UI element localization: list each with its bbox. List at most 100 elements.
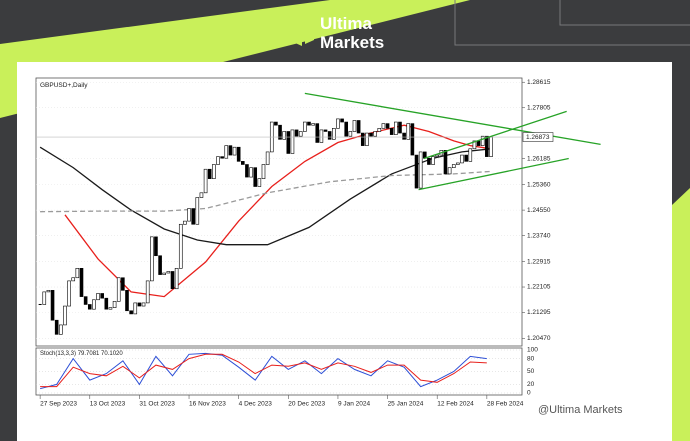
candle	[92, 299, 96, 310]
price-box	[522, 132, 554, 142]
trendline	[423, 110, 567, 160]
candle	[348, 131, 353, 137]
candle	[265, 151, 270, 165]
candle	[398, 121, 402, 134]
chart-layer: 1.28615 1.27805 1.26185 1.25360 1.24550 1.237…	[36, 79, 601, 408]
candle	[228, 145, 233, 156]
x-tick-label: 4 Dec 2023	[239, 401, 273, 408]
candle	[344, 121, 349, 137]
candle	[294, 129, 299, 137]
x-tick-label: 9 Jan 2024	[338, 401, 371, 408]
stoch-title: Stoch(13,3,3) 79.7081 70.1020	[40, 351, 123, 357]
y-tick-label: 1.22915	[527, 258, 551, 265]
price-plot	[36, 81, 522, 339]
candle	[71, 277, 76, 282]
candle	[141, 302, 146, 307]
candle	[145, 280, 150, 304]
candle	[464, 154, 468, 162]
candle	[311, 123, 315, 126]
candle	[489, 136, 493, 157]
candle	[352, 120, 357, 132]
x-tick-label: 16 Nov 2023	[189, 401, 226, 408]
x-tick-label: 27 Sep 2023	[40, 401, 77, 408]
y-tick-label: 1.21295	[527, 309, 551, 316]
candle	[112, 301, 117, 308]
candle	[365, 132, 369, 146]
candle	[303, 121, 307, 132]
stoch-tick-label: 100	[527, 347, 538, 354]
candle	[178, 223, 183, 269]
stoch-tick-label: 0	[527, 390, 531, 397]
candle	[480, 135, 485, 146]
accent-stripe	[672, 188, 690, 441]
price-label: 1.26873	[526, 134, 550, 141]
candle	[116, 277, 121, 302]
moving-average	[39, 146, 492, 246]
candle	[261, 164, 266, 179]
candle	[427, 157, 431, 165]
candle	[360, 132, 365, 146]
candle	[298, 131, 303, 137]
candle	[241, 161, 245, 165]
candle	[385, 123, 390, 129]
candle	[212, 164, 216, 179]
logo-icon	[293, 18, 302, 46]
candle	[290, 129, 295, 154]
trendline	[418, 157, 569, 191]
moving-average	[64, 124, 492, 298]
candle	[356, 120, 361, 134]
y-tick-label: 1.26185	[527, 155, 551, 162]
candle	[187, 208, 191, 222]
candle	[183, 220, 187, 225]
candle	[203, 168, 208, 194]
x-tick-label: 25 Jan 2024	[388, 401, 424, 408]
candle	[381, 123, 386, 129]
candle	[125, 290, 129, 312]
logo-text: Ultima	[320, 14, 373, 33]
candle	[336, 118, 340, 129]
candle	[410, 123, 415, 156]
candle	[158, 255, 162, 275]
candle	[319, 129, 324, 143]
candle	[274, 121, 278, 126]
candle	[340, 118, 344, 123]
x-tick-label: 13 Oct 2023	[90, 401, 126, 408]
candle	[447, 167, 452, 175]
x-tick-label: 12 Feb 2024	[437, 401, 474, 408]
x-tick-label: 20 Dec 2023	[288, 401, 325, 408]
decor-line	[454, 0, 690, 46]
candle	[207, 168, 212, 179]
candle	[121, 277, 125, 291]
candle	[162, 272, 167, 275]
logo-text: Markets	[320, 33, 384, 52]
candle	[191, 208, 195, 225]
candle	[332, 128, 336, 140]
candle	[431, 156, 435, 165]
candle	[104, 297, 109, 310]
candle	[100, 293, 104, 299]
x-tick-label: 31 Oct 2023	[139, 401, 175, 408]
candle	[414, 154, 419, 189]
candle	[154, 236, 158, 257]
candle	[377, 128, 382, 132]
candle	[253, 167, 258, 187]
candle	[369, 132, 373, 137]
y-tick-label: 1.22105	[527, 284, 551, 291]
candle	[435, 154, 440, 157]
y-tick-label: 1.20470	[527, 335, 551, 342]
candle	[220, 156, 224, 159]
candle	[278, 124, 282, 140]
candle	[170, 271, 175, 290]
candle	[472, 140, 477, 150]
candle	[257, 178, 262, 187]
candle	[224, 145, 229, 159]
candle	[83, 296, 88, 305]
stoch-line	[40, 353, 487, 388]
candle	[87, 304, 92, 310]
candle	[232, 146, 237, 156]
candle	[307, 121, 311, 126]
y-tick-label: 1.24550	[527, 207, 551, 214]
logo-icon	[305, 20, 314, 44]
y-tick-label: 1.23740	[527, 232, 551, 239]
